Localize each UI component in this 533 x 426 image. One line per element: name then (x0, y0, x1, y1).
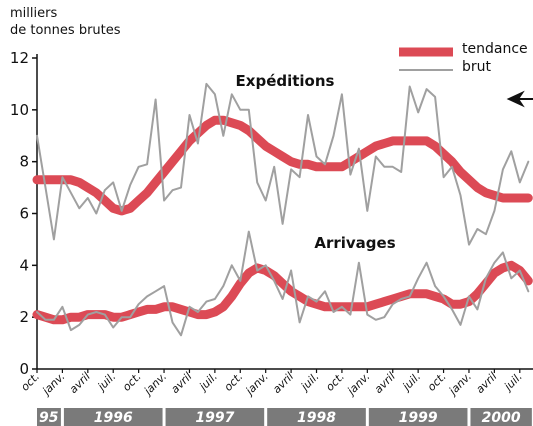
x-tick-label: janv. (39, 370, 68, 399)
trend-line (32, 260, 533, 325)
year-box (368, 408, 468, 426)
y-tick-label: 10 (10, 101, 29, 119)
year-label: 1999 (399, 410, 438, 426)
x-tick-label: oct. (120, 370, 144, 394)
annotation: Arrivages (314, 234, 395, 252)
year-box (37, 408, 61, 426)
x-tick-label: juil. (500, 370, 524, 394)
year-label: 1997 (195, 410, 234, 426)
raw-line (36, 82, 530, 246)
x-tick-label: avril (473, 370, 499, 396)
y-tick-label: 8 (19, 153, 29, 171)
x-tick-label: oct. (222, 370, 246, 394)
year-box (165, 408, 265, 426)
x-tick-label: juil. (297, 370, 321, 394)
annotation: Expéditions (236, 72, 335, 90)
year-label: 2000 (482, 410, 521, 426)
x-tick-label: oct. (323, 370, 347, 394)
y-tick-label: 12 (10, 49, 29, 67)
year-box (470, 408, 532, 426)
year-box (267, 408, 366, 426)
y-tick-label: 4 (19, 256, 29, 274)
x-tick-label: avril (168, 370, 194, 396)
x-tick-label: janv. (140, 370, 169, 399)
x-tick-label: avril (67, 370, 93, 396)
x-tick-label: juil. (195, 370, 219, 394)
raw-line (36, 230, 530, 337)
x-tick-label: janv. (344, 370, 373, 399)
x-tick-label: janv. (242, 370, 271, 399)
x-tick-label: janv. (445, 370, 474, 399)
y-tick-label: 0 (19, 360, 29, 378)
x-tick-label: oct. (425, 370, 449, 394)
x-tick-label: avril (270, 370, 296, 396)
y-tick-label: 2 (19, 308, 29, 326)
trend-line (32, 115, 533, 216)
arrow (506, 90, 533, 108)
y-axis-label: de tonnes brutes (10, 23, 121, 38)
legend-label: brut (462, 59, 492, 75)
year-label: 1998 (297, 410, 336, 426)
year-label: 95 (39, 410, 59, 426)
year-box (63, 408, 163, 426)
year-label: 1996 (94, 410, 133, 426)
y-tick-label: 6 (19, 205, 29, 223)
x-tick-label: avril (372, 370, 398, 396)
x-tick-label: juil. (94, 370, 118, 394)
legend-label: tendance (462, 41, 528, 57)
y-axis-label: milliers (10, 6, 57, 21)
x-tick-label: juil. (399, 370, 423, 394)
